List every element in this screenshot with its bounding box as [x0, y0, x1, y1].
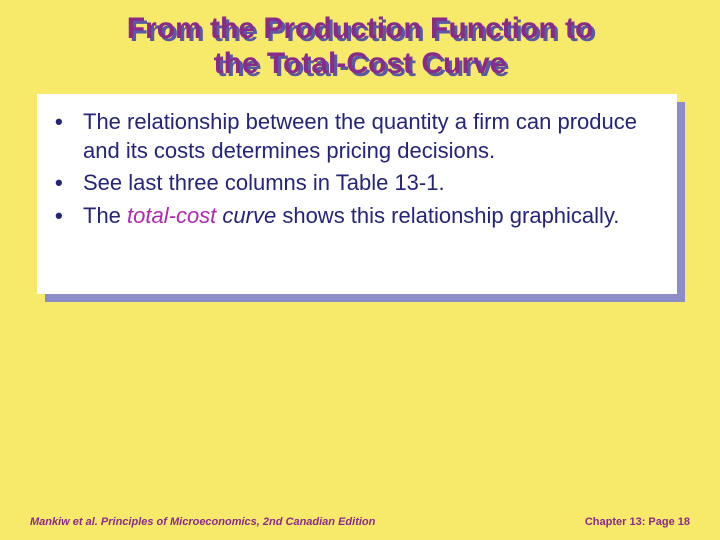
- slide-title: From the Production Function to the Tota…: [127, 12, 594, 81]
- content-box: • The relationship between the quantity …: [37, 94, 677, 294]
- slide-footer: Mankiw et al. Principles of Microeconomi…: [0, 516, 720, 528]
- bullet-icon: •: [55, 202, 83, 231]
- bullet-list: • The relationship between the quantity …: [55, 108, 655, 230]
- list-item: • See last three columns in Table 13-1.: [55, 169, 655, 198]
- bullet-text: See last three columns in Table 13-1.: [83, 169, 655, 198]
- footer-left: Mankiw et al. Principles of Microeconomi…: [30, 516, 375, 528]
- emphasis-term: total-cost: [127, 203, 216, 228]
- bullet-prefix: The: [83, 203, 127, 228]
- list-item: • The total-cost curve shows this relati…: [55, 202, 655, 231]
- footer-right: Chapter 13: Page 18: [585, 516, 690, 528]
- bullet-text: The total-cost curve shows this relation…: [83, 202, 655, 231]
- slide-title-container: From the Production Function to the Tota…: [0, 0, 720, 89]
- list-item: • The relationship between the quantity …: [55, 108, 655, 165]
- emphasis-curve: curve: [216, 203, 276, 228]
- title-line-2: the Total-Cost Curve: [214, 47, 507, 80]
- content-box-shadow: • The relationship between the quantity …: [45, 102, 685, 302]
- bullet-icon: •: [55, 169, 83, 198]
- title-line-1: From the Production Function to: [127, 12, 594, 45]
- bullet-suffix: shows this relationship graphically.: [276, 203, 619, 228]
- bullet-text: The relationship between the quantity a …: [83, 108, 655, 165]
- bullet-icon: •: [55, 108, 83, 137]
